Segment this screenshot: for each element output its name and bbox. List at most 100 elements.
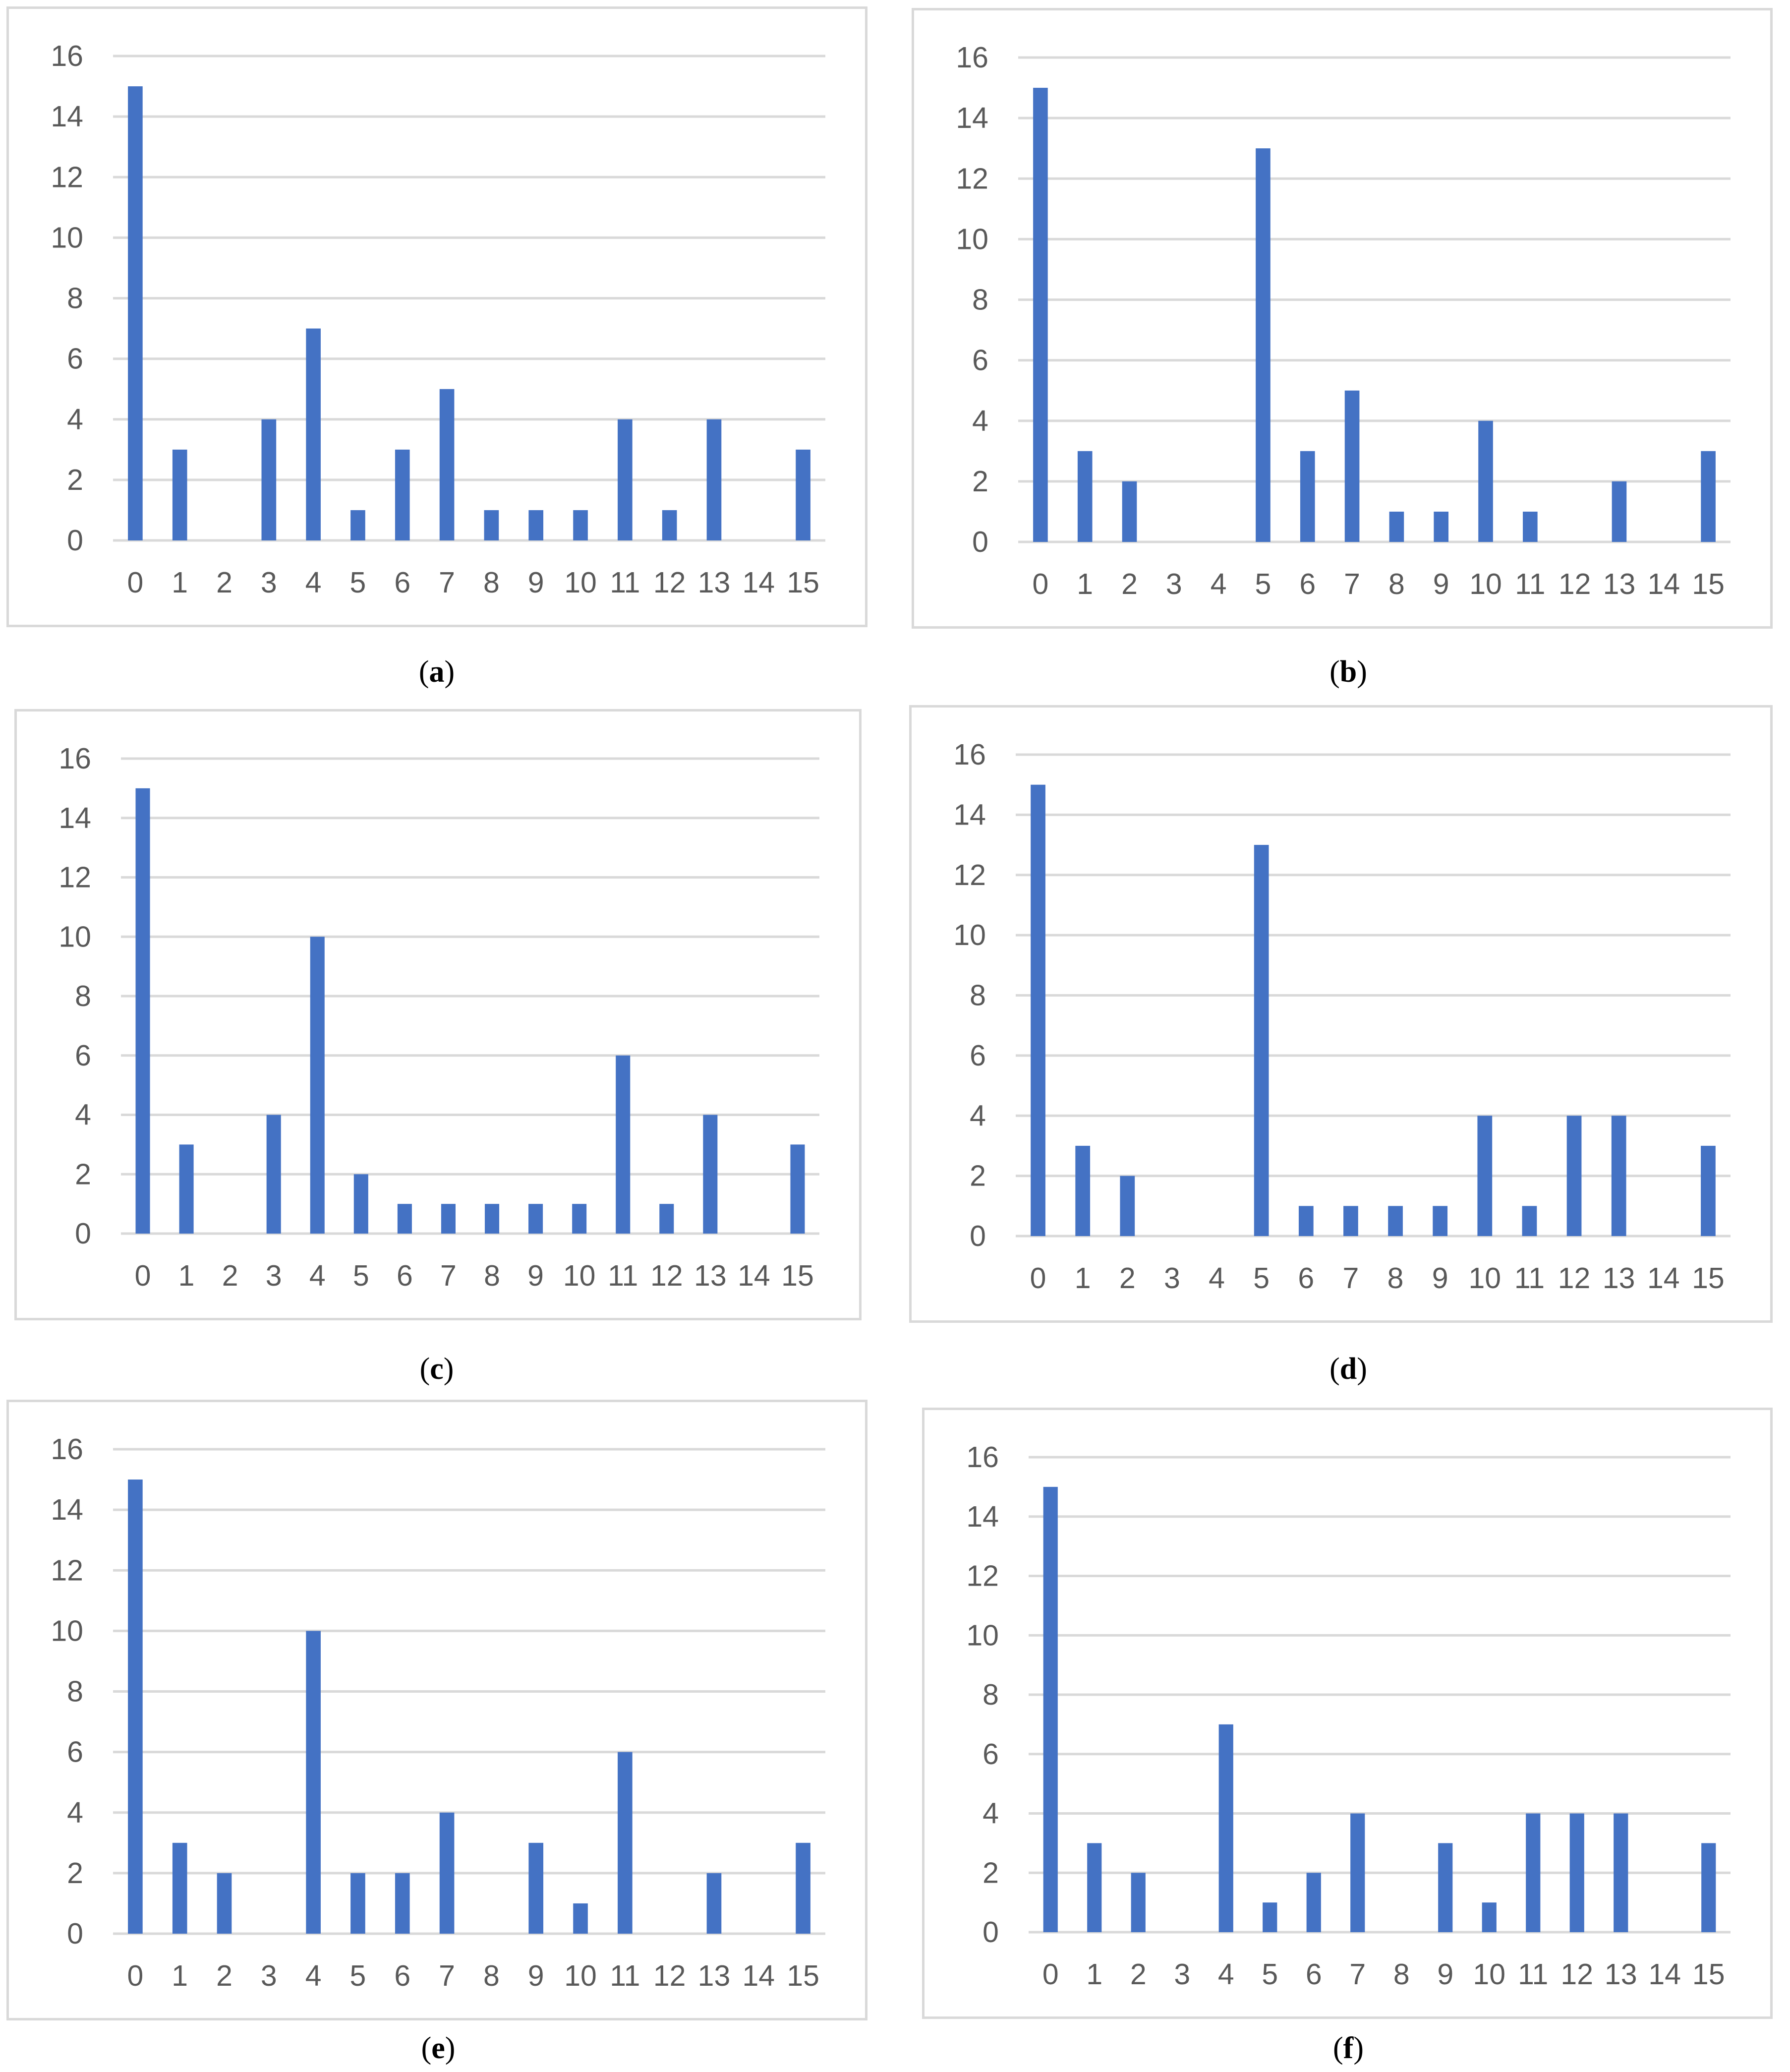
x-tick-label-a-10: 10 [564, 566, 597, 599]
x-tick-label-b-5: 5 [1255, 568, 1271, 600]
x-tick-label-c-10: 10 [563, 1259, 596, 1292]
bar-a-8 [484, 510, 499, 540]
bar-d-12 [1566, 1116, 1582, 1236]
x-tick-label-d-1: 1 [1075, 1262, 1091, 1295]
x-tick-label-f-13: 13 [1605, 1958, 1637, 1991]
x-tick-label-e-12: 12 [653, 1959, 686, 1992]
y-tick-label-f-8: 8 [982, 1678, 999, 1711]
y-tick-label-d-12: 12 [953, 859, 986, 891]
x-tick-label-a-11: 11 [610, 566, 640, 599]
y-tick-label-b-4: 4 [972, 405, 988, 437]
y-tick-label-d-14: 14 [953, 798, 986, 831]
y-tick-label-c-10: 10 [58, 920, 91, 953]
x-tick-label-f-8: 8 [1393, 1958, 1410, 1991]
x-tick-label-b-7: 7 [1344, 568, 1360, 600]
bar-b-10 [1478, 420, 1493, 542]
y-tick-label-d-4: 4 [970, 1099, 986, 1132]
y-tick-label-b-10: 10 [956, 223, 988, 255]
x-tick-label-b-4: 4 [1211, 568, 1227, 600]
x-tick-label-e-7: 7 [439, 1959, 455, 1992]
chart-panel-a: 0 2 4 6 8 10 12 14 16 0 1 2 3 4 5 6 7 8 9 10 11 12 13 14 15 [6, 6, 867, 627]
y-tick-label-e-8: 8 [67, 1675, 83, 1708]
y-tick-label-e-12: 12 [51, 1554, 83, 1587]
bar-f-11 [1526, 1813, 1541, 1932]
x-tick-label-b-13: 13 [1603, 568, 1636, 600]
y-tick-label-a-2: 2 [67, 464, 83, 496]
bar-b-15 [1701, 451, 1716, 542]
bar-c-15 [790, 1144, 805, 1234]
x-tick-label-a-4: 4 [305, 566, 322, 599]
bar-b-1 [1077, 451, 1093, 542]
bar-a-10 [573, 510, 588, 540]
x-tick-label-c-4: 4 [309, 1259, 326, 1292]
bar-a-7 [439, 389, 455, 540]
bar-b-2 [1122, 481, 1137, 542]
y-tick-label-a-8: 8 [67, 282, 83, 315]
x-tick-label-b-14: 14 [1647, 568, 1680, 600]
bar-a-6 [395, 449, 410, 540]
x-tick-label-f-12: 12 [1560, 1958, 1593, 1991]
bar-d-1 [1075, 1145, 1091, 1236]
y-tick-label-b-12: 12 [956, 162, 988, 195]
y-tick-label-c-6: 6 [75, 1039, 91, 1072]
bar-b-8 [1389, 511, 1404, 542]
y-tick-label-c-12: 12 [58, 861, 91, 894]
y-tick-label-f-12: 12 [966, 1560, 999, 1593]
x-tick-label-e-3: 3 [261, 1959, 277, 1992]
bar-f-5 [1263, 1902, 1277, 1932]
x-tick-label-b-1: 1 [1077, 568, 1093, 600]
x-tick-label-c-9: 9 [527, 1259, 544, 1292]
y-tick-label-b-0: 0 [972, 526, 988, 558]
bar-d-5 [1254, 845, 1269, 1236]
bar-c-8 [485, 1204, 500, 1234]
x-tick-label-b-9: 9 [1433, 568, 1449, 600]
x-tick-label-a-14: 14 [742, 566, 775, 599]
y-tick-label-c-14: 14 [58, 802, 91, 834]
bar-d-13 [1611, 1116, 1626, 1236]
x-tick-label-d-12: 12 [1558, 1262, 1591, 1295]
y-tick-label-e-16: 16 [51, 1433, 83, 1466]
x-tick-label-d-6: 6 [1298, 1262, 1314, 1295]
bar-d-15 [1701, 1145, 1716, 1236]
bar-f-4 [1218, 1724, 1233, 1932]
bar-b-13 [1612, 481, 1627, 542]
y-tick-label-a-14: 14 [51, 100, 83, 133]
bar-c-3 [266, 1115, 281, 1234]
bar-c-9 [528, 1204, 543, 1234]
caption-a: (a) [418, 655, 455, 689]
x-tick-label-b-6: 6 [1299, 568, 1316, 600]
x-tick-label-a-2: 2 [216, 566, 232, 599]
bar-e-10 [573, 1903, 588, 1934]
x-tick-label-f-2: 2 [1130, 1958, 1147, 1991]
bar-c-7 [441, 1204, 456, 1234]
y-tick-label-a-10: 10 [51, 221, 83, 254]
bar-d-10 [1477, 1116, 1493, 1236]
bar-c-5 [353, 1174, 368, 1234]
y-tick-label-f-4: 4 [982, 1797, 999, 1830]
x-tick-label-c-5: 5 [353, 1259, 369, 1292]
bar-c-0 [135, 788, 150, 1234]
x-tick-label-d-4: 4 [1209, 1262, 1225, 1295]
caption-f: (f) [1333, 2031, 1364, 2065]
bar-c-11 [616, 1055, 631, 1234]
bar-c-13 [703, 1115, 718, 1234]
y-tick-label-d-16: 16 [953, 738, 986, 771]
y-tick-label-c-8: 8 [75, 980, 91, 1012]
x-tick-label-b-3: 3 [1166, 568, 1182, 600]
x-tick-label-a-12: 12 [653, 566, 686, 599]
x-tick-label-d-15: 15 [1692, 1262, 1725, 1295]
x-tick-label-d-8: 8 [1387, 1262, 1404, 1295]
bar-e-6 [395, 1873, 410, 1934]
bar-a-13 [706, 419, 722, 540]
bar-a-3 [261, 419, 277, 540]
x-tick-label-f-5: 5 [1262, 1958, 1278, 1991]
bar-b-7 [1344, 390, 1360, 542]
x-tick-label-c-8: 8 [484, 1259, 500, 1292]
y-tick-label-a-16: 16 [51, 40, 83, 72]
bar-d-11 [1522, 1206, 1537, 1236]
bar-b-5 [1256, 148, 1270, 542]
chart-panel-c: 0 2 4 6 8 10 12 14 16 0 1 2 3 4 5 6 7 8 9 10 11 12 13 14 15 [14, 709, 862, 1320]
